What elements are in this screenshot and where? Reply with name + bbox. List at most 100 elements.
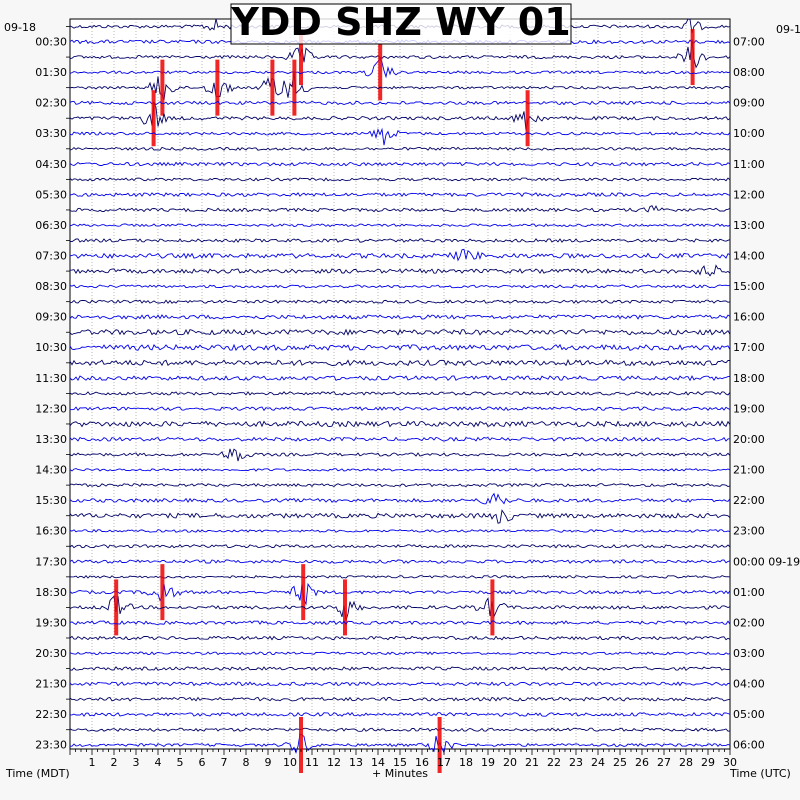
- trace-line: [69, 359, 731, 367]
- left-time-label: 21:30: [35, 678, 67, 691]
- trace-line: [69, 71, 731, 101]
- left-time-label: 11:30: [35, 372, 67, 385]
- trace-line: [69, 420, 731, 428]
- x-tick-label: 22: [547, 756, 561, 769]
- trace-line: [69, 192, 731, 198]
- trace-line: [69, 264, 731, 277]
- trace-line: [69, 544, 731, 549]
- x-tick-label: 30: [723, 756, 737, 769]
- right-axis-label: Time (UTC): [729, 767, 791, 780]
- left-axis-label: Time (MDT): [5, 767, 70, 780]
- clip-marker: [378, 44, 383, 101]
- plot-area: [69, 18, 731, 750]
- trace-line: [70, 733, 731, 754]
- trace-line: [69, 57, 731, 79]
- clip-marker: [301, 564, 306, 621]
- x-tick-label: 3: [133, 756, 140, 769]
- trace-line: [69, 100, 731, 106]
- left-time-label: 01:30: [35, 66, 67, 79]
- trace-line: [69, 375, 731, 382]
- right-time-label: 16:00: [733, 311, 765, 324]
- left-time-label: 08:30: [35, 280, 67, 293]
- right-time-label: 07:00: [733, 36, 765, 49]
- right-time-label: 19:00: [733, 402, 765, 415]
- left-time-label: 07:30: [35, 250, 67, 263]
- x-tick-label: 28: [679, 756, 693, 769]
- chart-title: YDD SHZ WY 01: [230, 0, 570, 44]
- x-tick-label: 24: [591, 756, 605, 769]
- x-tick-label: 8: [243, 756, 250, 769]
- x-axis-label: + Minutes: [372, 767, 428, 780]
- left-time-label: 22:30: [35, 708, 67, 721]
- right-time-label: 08:00: [733, 66, 765, 79]
- x-tick-label: 2: [111, 756, 118, 769]
- left-time-label: 12:30: [35, 402, 67, 415]
- trace-line: [69, 223, 731, 228]
- right-time-label: 20:00: [733, 433, 765, 446]
- left-time-label: 18:30: [35, 586, 67, 599]
- trace-line: [69, 177, 731, 182]
- left-time-label: 14:30: [35, 464, 67, 477]
- right-time-label: 03:00: [733, 647, 765, 660]
- trace-line: [69, 509, 731, 524]
- left-time-label: 06:30: [35, 219, 67, 232]
- trace-line: [69, 146, 731, 151]
- trace-line: [69, 161, 731, 167]
- trace-line: [69, 299, 731, 304]
- right-time-label: 00:00 09-19: [733, 555, 800, 568]
- x-tick-label: 14: [371, 756, 385, 769]
- right-time-label: 10:00: [733, 127, 765, 140]
- x-tick-label: 6: [199, 756, 206, 769]
- clip-marker: [299, 717, 303, 773]
- clip-marker: [151, 90, 156, 147]
- x-tick-label: 15: [393, 756, 407, 769]
- trace-line: [69, 635, 731, 641]
- trace-line: [69, 205, 731, 213]
- trace-line: [69, 406, 731, 412]
- trace-line: [69, 284, 731, 289]
- trace-line: [69, 314, 731, 320]
- trace-line: [69, 248, 731, 262]
- right-time-label: 12:00: [733, 188, 765, 201]
- left-time-label: 04:30: [35, 158, 67, 171]
- trace-line: [70, 711, 731, 717]
- trace-line: [69, 620, 731, 626]
- x-tick-label: 5: [177, 756, 184, 769]
- right-time-label: 15:00: [733, 280, 765, 293]
- trace-line: [69, 595, 731, 621]
- clip-marker: [525, 90, 530, 147]
- x-tick-label: 25: [613, 756, 627, 769]
- left-time-label: 05:30: [35, 188, 67, 201]
- trace-line: [69, 127, 731, 146]
- x-tick-label: 27: [657, 756, 671, 769]
- left-time-label: 17:30: [35, 555, 67, 568]
- left-time-label: 00:30: [35, 36, 67, 49]
- right-date-label: 09-1: [776, 23, 800, 36]
- x-tick-label: 7: [221, 756, 228, 769]
- trace-line: [69, 391, 731, 396]
- x-tick-label: 13: [349, 756, 363, 769]
- trace-line: [69, 574, 731, 579]
- left-time-label: 16:30: [35, 525, 67, 538]
- trace-line: [69, 492, 731, 505]
- left-time-label: 03:30: [35, 127, 67, 140]
- right-time-labels: 07:00 08:00 09:00 10:00 11:00 12:00 13:00 14:00…: [733, 36, 800, 752]
- right-time-label: 23:00: [733, 525, 765, 538]
- x-tick-label: 18: [459, 756, 473, 769]
- trace-line: [69, 436, 731, 442]
- right-time-label: 09:00: [733, 97, 765, 110]
- left-time-label: 13:30: [35, 433, 67, 446]
- left-time-label: 02:30: [35, 97, 67, 110]
- x-tick-label: 12: [327, 756, 341, 769]
- x-axis-ticks: 1 2 3 4 5 6 7 8 9 10 11 12 13 14 15 16 17 18 19 20 21 22 23 24 2…: [69, 749, 737, 769]
- right-time-label: 18:00: [733, 372, 765, 385]
- clip-marker: [292, 59, 297, 116]
- trace-line: [69, 681, 731, 687]
- left-date-label: 09-18: [4, 21, 36, 34]
- clip-marker: [343, 579, 347, 636]
- trace-line: [69, 651, 731, 656]
- clip-marker: [299, 29, 303, 86]
- x-tick-label: 19: [481, 756, 495, 769]
- clip-marker: [160, 59, 165, 116]
